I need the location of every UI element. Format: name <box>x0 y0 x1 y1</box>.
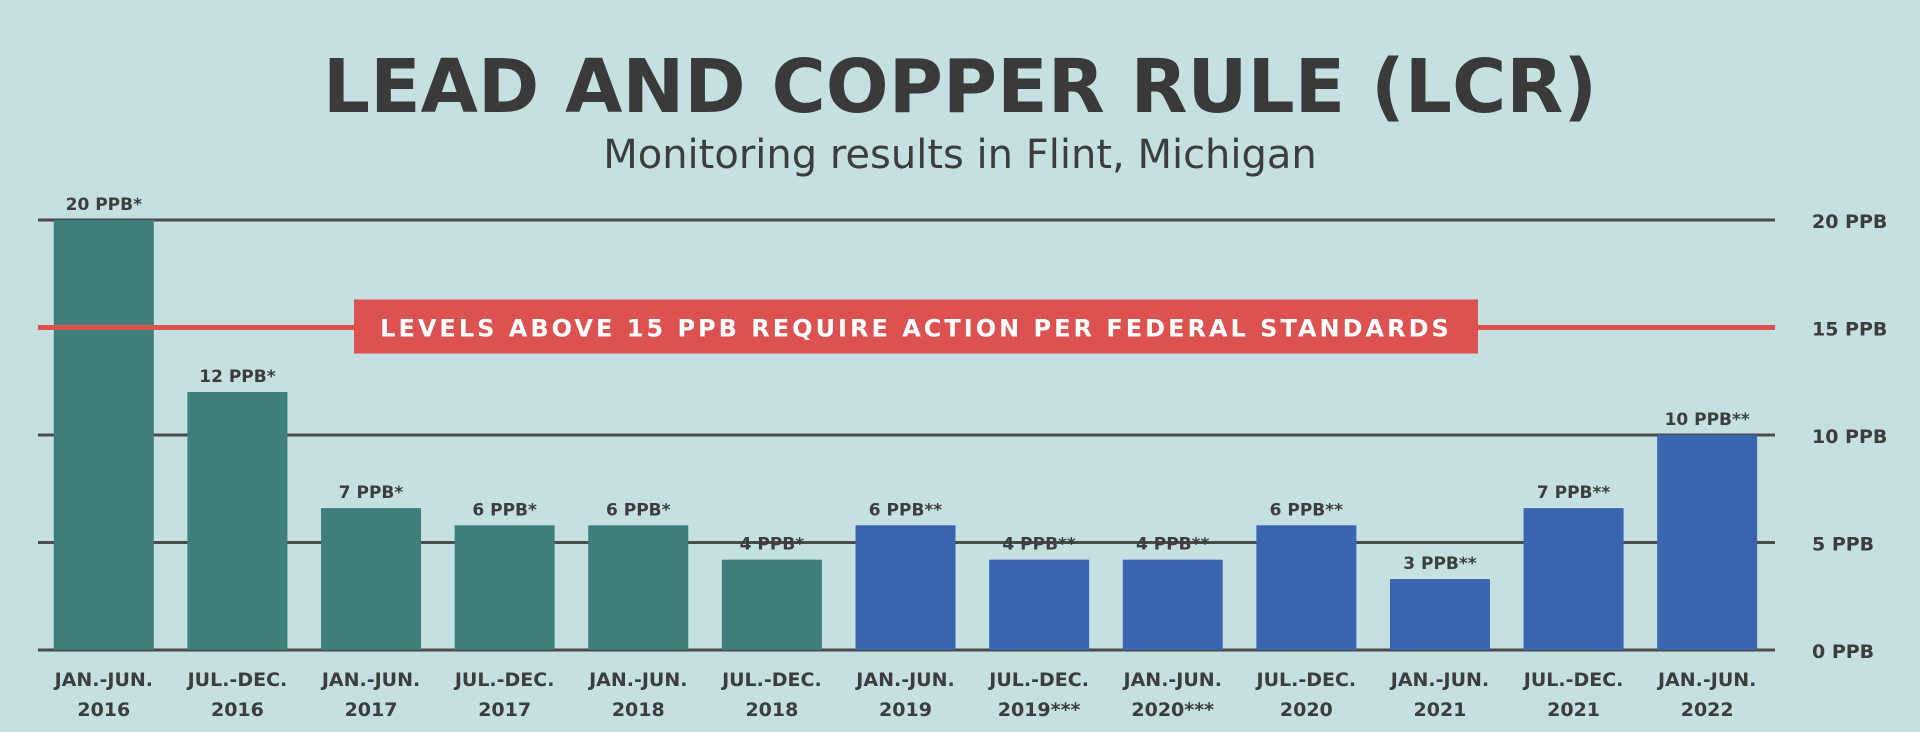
x-tick-label-line2: 2022 <box>1681 699 1734 721</box>
x-tick-label-line2: 2019*** <box>998 699 1081 721</box>
threshold-label: LEVELS ABOVE 15 PPB REQUIRE ACTION PER F… <box>380 315 1452 343</box>
y-tick-label: 20 PPB <box>1812 211 1887 233</box>
data-label: 4 PPB** <box>1136 535 1210 555</box>
y-tick-label: 15 PPB <box>1812 319 1887 341</box>
data-label: 6 PPB* <box>606 500 671 520</box>
bar-12 <box>1523 508 1624 650</box>
bar-2 <box>187 392 288 650</box>
data-label: 10 PPB** <box>1665 410 1750 430</box>
x-tick-label-line1: JAN.-JUN. <box>587 669 687 691</box>
bar-10 <box>1256 525 1357 650</box>
x-tick-label-line2: 2021 <box>1547 699 1600 721</box>
y-tick-label: 5 PPB <box>1812 534 1874 556</box>
data-label: 6 PPB** <box>1270 500 1344 520</box>
bar-3 <box>321 508 422 650</box>
x-tick-label-line1: JUL.-DEC. <box>987 669 1089 691</box>
x-tick-label-line2: 2019 <box>879 699 932 721</box>
bar-9 <box>1122 559 1223 650</box>
x-tick-label-line2: 2016 <box>77 699 130 721</box>
x-tick-label-line1: JUL.-DEC. <box>186 669 288 691</box>
x-tick-label-line1: JAN.-JUN. <box>53 669 153 691</box>
data-label: 4 PPB* <box>740 535 805 555</box>
data-label: 12 PPB* <box>199 367 275 387</box>
data-label: 4 PPB** <box>1002 535 1076 555</box>
x-tick-label-line2: 2018 <box>745 699 798 721</box>
bar-6 <box>721 559 822 650</box>
x-tick-label-line1: JAN.-JUN. <box>1656 669 1756 691</box>
data-label: 20 PPB* <box>66 195 142 215</box>
x-tick-label-line1: JUL.-DEC. <box>1255 669 1357 691</box>
bar-7 <box>855 525 956 650</box>
chart-subtitle: Monitoring results in Flint, Michigan <box>603 132 1317 178</box>
x-tick-label-line2: 2020 <box>1280 699 1333 721</box>
chart-title: LEAD AND COPPER RULE (LCR) <box>323 44 1597 130</box>
x-tick-label-line2: 2016 <box>211 699 264 721</box>
threshold-banner <box>354 299 1478 354</box>
x-tick-label-line1: JAN.-JUN. <box>1389 669 1489 691</box>
bar-1 <box>53 220 154 650</box>
x-tick-label-line1: JUL.-DEC. <box>453 669 555 691</box>
y-tick-label: 10 PPB <box>1812 426 1887 448</box>
bar-5 <box>588 525 689 650</box>
x-tick-label-line1: JAN.-JUN. <box>1122 669 1222 691</box>
data-label: 3 PPB** <box>1403 554 1477 574</box>
x-tick-label-line2: 2017 <box>345 699 398 721</box>
bar-13 <box>1657 435 1758 650</box>
bar-4 <box>454 525 555 650</box>
data-label: 6 PPB* <box>472 500 537 520</box>
x-tick-label-line2: 2020*** <box>1131 699 1214 721</box>
bar-8 <box>989 559 1090 650</box>
bar-11 <box>1389 579 1490 650</box>
y-tick-label: 0 PPB <box>1812 641 1874 663</box>
x-tick-label-line1: JUL.-DEC. <box>1522 669 1624 691</box>
x-tick-label-line2: 2017 <box>478 699 531 721</box>
x-tick-label-line1: JUL.-DEC. <box>720 669 822 691</box>
x-tick-label-line1: JAN.-JUN. <box>320 669 420 691</box>
data-label: 7 PPB** <box>1537 483 1611 503</box>
data-label: 6 PPB** <box>869 500 943 520</box>
x-tick-label-line2: 2021 <box>1414 699 1467 721</box>
data-label: 7 PPB* <box>339 483 404 503</box>
x-tick-label-line1: JAN.-JUN. <box>854 669 954 691</box>
x-tick-label-line2: 2018 <box>612 699 665 721</box>
